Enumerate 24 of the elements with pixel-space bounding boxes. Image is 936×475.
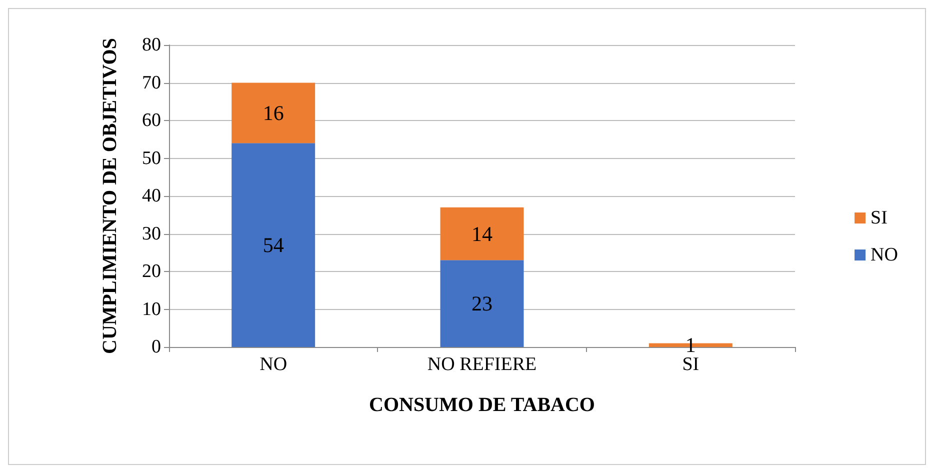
data-label: 16 — [262, 100, 284, 125]
x-tick-label: NO REFIERE — [427, 354, 537, 375]
legend-label: NO — [870, 244, 898, 266]
y-tick-label: 10 — [142, 298, 161, 320]
x-axis-title: CONSUMO DE TABACO — [369, 394, 595, 416]
x-tick-label: SI — [682, 354, 700, 375]
legend-label: SI — [870, 208, 888, 228]
y-tick-label: 30 — [142, 223, 161, 244]
bar — [440, 260, 524, 347]
y-tick-label: 70 — [142, 72, 161, 94]
data-label: 14 — [472, 222, 493, 246]
x-tick-label: NO — [260, 354, 288, 375]
y-tick-label: 0 — [152, 336, 161, 358]
bar — [440, 207, 524, 260]
bar — [232, 143, 316, 347]
data-label: 23 — [472, 292, 492, 316]
y-axis-title: CUMPLIMIENTO DE OBJETIVOS — [99, 38, 121, 354]
y-tick-label: 40 — [142, 186, 161, 206]
y-tick-label: 20 — [142, 261, 161, 282]
y-tick-label: 80 — [142, 34, 161, 56]
y-tick-label: 50 — [142, 148, 161, 169]
y-tick-label: 60 — [142, 110, 161, 131]
data-label: 54 — [262, 233, 284, 258]
bar — [232, 82, 316, 144]
